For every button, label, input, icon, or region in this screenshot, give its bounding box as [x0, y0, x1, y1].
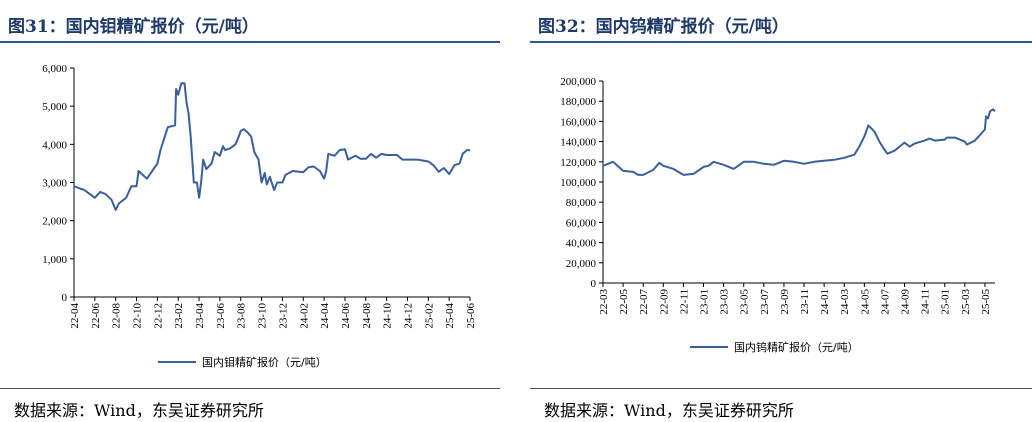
data-series-line: [73, 82, 470, 211]
y-tick-label: 120,000: [560, 157, 596, 169]
x-tick-label: 22-08: [111, 303, 123, 329]
x-tick-label: 23-01: [699, 289, 711, 315]
x-tick-label: 24-10: [382, 303, 394, 329]
line-chart: 0 20,000 40,000 60,000 80,000 100,000 120,000 1…: [560, 76, 996, 354]
y-tick-label: 40,000: [566, 238, 597, 250]
y-tick-label: 4,000: [42, 139, 67, 151]
x-tick-label: 24-03: [839, 289, 851, 315]
y-tick-label: 180,000: [560, 96, 596, 108]
y-tick-label: 5,000: [42, 101, 67, 113]
y-tick-label: 160,000: [560, 116, 596, 128]
x-tick-label: 24-12: [402, 303, 414, 329]
x-tick-label: 25-04: [444, 303, 456, 329]
title-rule: [530, 41, 1032, 43]
y-tick-label: 0: [62, 292, 68, 304]
x-tick-label: 24-11: [920, 289, 932, 314]
y-tick-label: 20,000: [566, 258, 597, 270]
x-tick-label: 22-05: [618, 289, 630, 315]
x-tick-label: 25-06: [465, 303, 477, 329]
chart-title: 图32：国内钨精矿报价（元/吨）: [538, 17, 789, 37]
y-tick-label: 0: [591, 278, 597, 290]
x-tick-label: 24-06: [340, 303, 352, 329]
x-tick-label: 25-03: [960, 289, 972, 315]
chart-panel-molybdenum: 图31：国内钼精矿报价（元/吨） 0 1,000 2,000 3,000 4,000 5,…: [0, 0, 500, 422]
chart-panel-tungsten: 图32：国内钨精矿报价（元/吨） 0 20,000 40,000 60,000 80,0…: [530, 0, 1032, 422]
y-tick-label: 140,000: [560, 137, 596, 149]
legend-label: 国内钨精矿报价（元/吨）: [734, 340, 859, 354]
x-tick-label: 23-04: [194, 303, 206, 329]
x-tick-label: 22-10: [132, 303, 144, 329]
x-tick-label: 23-09: [779, 289, 791, 315]
x-tick-label: 22-04: [69, 303, 81, 329]
x-tick-label: 22-06: [90, 303, 102, 329]
y-tick-label: 200,000: [560, 76, 596, 88]
x-tick-label: 24-04: [319, 303, 331, 329]
x-tick-label: 24-01: [819, 289, 831, 315]
x-tick-label: 23-07: [759, 289, 771, 315]
x-tick-label: 23-03: [719, 289, 731, 315]
x-tick-label: 23-06: [215, 303, 227, 329]
y-tick-label: 80,000: [566, 197, 597, 209]
y-tick-label: 6,000: [42, 63, 67, 75]
source-rule: [0, 388, 500, 389]
title-rule: [0, 41, 500, 43]
x-tick-label: 24-07: [879, 289, 891, 315]
y-tick-label: 3,000: [42, 178, 67, 190]
x-tick-label: 23-11: [799, 289, 811, 314]
x-tick-label: 22-09: [658, 289, 670, 315]
x-tick-label: 22-03: [598, 289, 610, 315]
data-series-line: [602, 108, 996, 176]
x-tick-label: 23-05: [739, 289, 751, 315]
y-tick-label: 60,000: [566, 217, 597, 229]
source-note: 数据来源：Wind，东吴证券研究所: [544, 401, 794, 420]
x-tick-label: 24-09: [900, 289, 912, 315]
x-tick-label: 23-08: [236, 303, 248, 329]
y-tick-label: 2,000: [42, 216, 67, 228]
chart-title: 图31：国内钼精矿报价（元/吨）: [8, 17, 259, 37]
x-tick-label: 24-08: [361, 303, 373, 329]
line-chart: 0 1,000 2,000 3,000 4,000 5,000 6,000 22-04 22-0…: [42, 63, 477, 369]
x-tick-label: 24-05: [859, 289, 871, 315]
x-tick-label: 22-12: [152, 303, 164, 329]
source-note: 数据来源：Wind，东吴证券研究所: [14, 401, 264, 420]
y-tick-label: 1,000: [42, 254, 67, 266]
x-tick-label: 23-10: [257, 303, 269, 329]
y-tick-label: 100,000: [560, 177, 596, 189]
x-tick-label: 25-01: [940, 289, 952, 315]
x-tick-label: 22-11: [678, 289, 690, 314]
source-rule: [530, 388, 1032, 389]
legend-label: 国内钼精矿报价（元/吨）: [202, 355, 327, 369]
x-tick-label: 23-02: [173, 303, 185, 329]
x-tick-label: 24-02: [298, 303, 310, 329]
x-tick-label: 22-07: [638, 289, 650, 315]
x-tick-label: 25-05: [980, 289, 992, 315]
x-tick-label: 23-12: [277, 303, 289, 329]
x-tick-label: 25-02: [423, 303, 435, 329]
